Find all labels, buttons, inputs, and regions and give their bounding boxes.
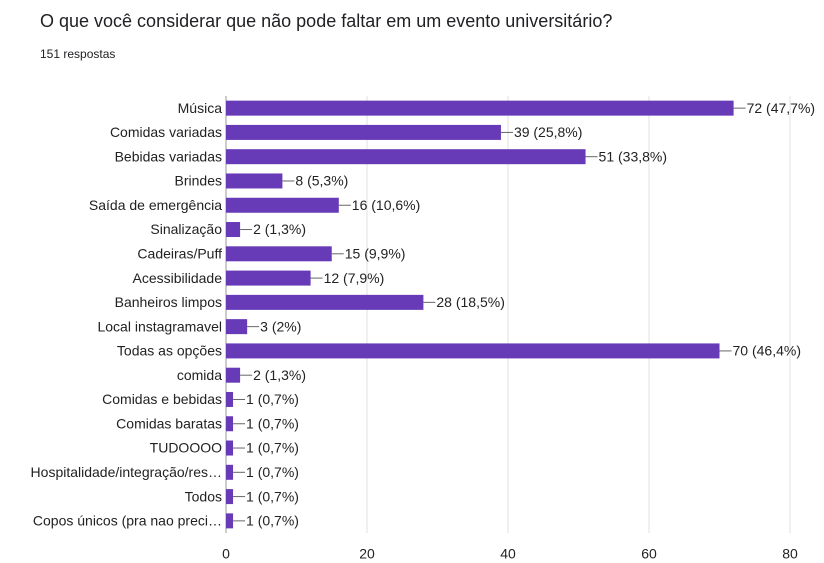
y-tick-label: Comidas baratas xyxy=(116,415,222,431)
y-tick-label: Hospitalidade/integração/res… xyxy=(31,464,222,480)
value-label: 1 (0,7%) xyxy=(246,440,299,456)
value-label: 3 (2%) xyxy=(260,318,301,334)
y-tick-label: Local instagramavel xyxy=(97,318,222,334)
y-tick-label: TUDOOOO xyxy=(150,440,222,456)
y-tick-label: Bebidas variadas xyxy=(115,148,222,164)
chart-subtitle: 151 respostas xyxy=(40,47,115,61)
value-label: 15 (9,9%) xyxy=(345,246,406,262)
bar xyxy=(226,149,586,165)
chart-title: O que você considerar que não pode falta… xyxy=(40,11,612,31)
x-tick-label: 80 xyxy=(782,546,798,562)
bar xyxy=(226,246,332,262)
bar xyxy=(226,173,283,189)
bar xyxy=(226,440,234,456)
value-label: 1 (0,7%) xyxy=(246,415,299,431)
y-tick-label: Copos únicos (pra nao preci… xyxy=(33,513,222,529)
bar xyxy=(226,197,339,213)
bar xyxy=(226,222,241,238)
bar xyxy=(226,124,501,140)
bar xyxy=(226,270,311,286)
bar xyxy=(226,416,234,432)
value-label: 51 (33,8%) xyxy=(599,148,667,164)
y-tick-label: Acessibilidade xyxy=(133,270,223,286)
y-tick-label: comida xyxy=(177,367,222,383)
bar xyxy=(226,319,248,335)
value-label: 28 (18,5%) xyxy=(436,294,504,310)
value-label: 1 (0,7%) xyxy=(246,488,299,504)
y-tick-label: Saída de emergência xyxy=(89,197,222,213)
y-tick-label: Cadeiras/Puff xyxy=(137,246,222,262)
value-label: 1 (0,7%) xyxy=(246,513,299,529)
value-label: 70 (46,4%) xyxy=(733,343,801,359)
value-label: 1 (0,7%) xyxy=(246,391,299,407)
value-label: 16 (10,6%) xyxy=(352,197,420,213)
value-label: 72 (47,7%) xyxy=(747,100,815,116)
bar xyxy=(226,367,241,383)
y-tick-label: Todos xyxy=(185,488,222,504)
x-tick-label: 40 xyxy=(500,546,516,562)
y-tick-label: Comidas e bebidas xyxy=(102,391,222,407)
bar xyxy=(226,343,720,359)
value-label: 1 (0,7%) xyxy=(246,464,299,480)
value-label: 2 (1,3%) xyxy=(253,367,306,383)
y-tick-label: Sinalização xyxy=(150,221,222,237)
bar xyxy=(226,100,734,116)
y-tick-label: Brindes xyxy=(175,173,222,189)
x-tick-label: 20 xyxy=(359,546,375,562)
bar xyxy=(226,464,234,480)
x-tick-label: 0 xyxy=(222,546,230,562)
value-label: 12 (7,9%) xyxy=(324,270,385,286)
y-tick-label: Banheiros limpos xyxy=(115,294,222,310)
value-label: 39 (25,8%) xyxy=(514,124,582,140)
bar xyxy=(226,489,234,505)
y-tick-label: Música xyxy=(178,100,223,116)
y-tick-label: Todas as opções xyxy=(117,343,222,359)
value-label: 2 (1,3%) xyxy=(253,221,306,237)
bar xyxy=(226,391,234,407)
value-label: 8 (5,3%) xyxy=(295,173,348,189)
bar xyxy=(226,513,234,529)
x-tick-label: 60 xyxy=(641,546,657,562)
y-tick-label: Comidas variadas xyxy=(110,124,222,140)
bar xyxy=(226,294,424,310)
